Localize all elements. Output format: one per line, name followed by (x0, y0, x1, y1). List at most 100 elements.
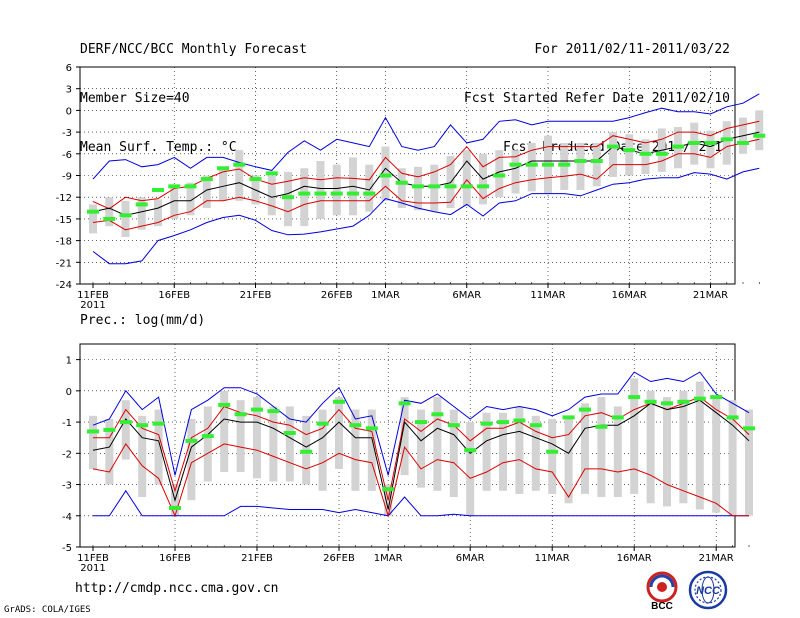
ensemble-box (663, 397, 671, 507)
ensemble-box (433, 397, 442, 491)
y-tick-label: -2 (62, 449, 72, 460)
ensemble-box (316, 161, 325, 219)
ensemble-box (646, 390, 655, 504)
ensemble-box (515, 406, 524, 494)
obs-marker (460, 184, 473, 189)
x-tick-label: 11FEB (77, 553, 109, 564)
obs-marker (169, 505, 181, 510)
y-tick-label: -24 (56, 280, 72, 291)
obs-marker (267, 409, 280, 414)
obs-marker (283, 431, 296, 436)
obs-marker (590, 159, 603, 164)
source-url[interactable]: http://cmdp.ncc.cma.gov.cn (75, 581, 279, 596)
obs-marker (330, 191, 343, 196)
ensemble-box (527, 142, 536, 192)
ensemble-box (332, 164, 341, 216)
ensemble-box (641, 139, 650, 175)
y-tick-label: 0 (66, 106, 72, 117)
obs-marker (480, 421, 493, 426)
obs-marker (493, 173, 506, 178)
y-tick-label: 6 (66, 63, 72, 74)
ensemble-box (466, 422, 475, 516)
obs-marker (525, 162, 538, 167)
obs-marker (672, 144, 684, 149)
obs-marker (628, 395, 641, 400)
ensemble-box (138, 415, 147, 498)
obs-marker (464, 448, 477, 453)
obs-marker (200, 177, 213, 182)
obs-marker (135, 202, 148, 207)
obs-marker (661, 401, 673, 406)
x-tick-label: 16MAR (617, 553, 652, 564)
obs-marker (447, 423, 460, 428)
obs-marker (720, 137, 733, 142)
x-tick-sublabel: 2011 (80, 563, 105, 574)
obs-marker (529, 423, 542, 428)
obs-marker (395, 180, 408, 185)
y-tick-label: -3 (62, 128, 72, 139)
ensemble-box (755, 110, 764, 151)
bcc-logo-text: BCC (651, 601, 673, 610)
obs-marker (379, 173, 392, 178)
ensemble-box (154, 199, 162, 227)
series-p90-line (93, 396, 750, 501)
x-tick-label: 11MAR (535, 553, 570, 564)
series-mean-line (92, 399, 750, 510)
ensemble-box (203, 406, 212, 482)
ensemble-box (137, 197, 146, 230)
obs-marker (265, 171, 278, 176)
obs-marker (152, 187, 164, 192)
y-tick-label: 0 (66, 387, 72, 398)
forecast-period: For 2011/02/11-2011/03/22 (534, 42, 730, 57)
obs-marker (316, 421, 329, 426)
x-tick-label: 21FEB (241, 553, 273, 564)
ensemble-box (597, 397, 606, 498)
ensemble-box (576, 142, 585, 190)
y-tick-label: -9 (62, 172, 72, 183)
obs-marker (347, 191, 359, 196)
ensemble-box (220, 390, 229, 473)
obs-marker (595, 424, 608, 429)
obs-marker (365, 426, 378, 431)
obs-marker (363, 191, 376, 196)
obs-marker (611, 415, 624, 420)
obs-marker (693, 396, 706, 401)
prec-panel-title: Prec.: log(mm/d) (80, 313, 205, 328)
obs-marker (574, 159, 587, 164)
y-tick-label: -15 (56, 215, 72, 226)
obs-marker (87, 429, 99, 434)
obs-marker (234, 412, 247, 417)
ensemble-box (105, 418, 114, 485)
ensemble-box (186, 182, 195, 216)
obs-marker (184, 184, 197, 189)
ensemble-box (267, 175, 276, 216)
ensemble-box (400, 397, 409, 476)
series-max-line (92, 167, 760, 265)
obs-marker (412, 184, 424, 189)
obs-marker (428, 184, 441, 189)
ensemble-box (630, 378, 639, 494)
series-p10-line (92, 138, 760, 231)
ensemble-box (121, 200, 130, 237)
ensemble-box (202, 175, 211, 209)
series-max-line (92, 371, 750, 476)
x-tick-label: 6MAR (452, 290, 481, 301)
y-tick-label: -4 (62, 512, 72, 523)
obs-marker (542, 162, 554, 167)
x-tick-label: 1MAR (374, 553, 403, 564)
ensemble-box (462, 150, 471, 206)
obs-marker (136, 423, 149, 428)
x-tick-label: 16MAR (612, 290, 647, 301)
obs-marker (726, 415, 739, 420)
variable-label: Mean Surf. Temp.: °C (80, 140, 237, 155)
obs-marker (103, 427, 116, 432)
obs-marker (623, 148, 636, 153)
ensemble-box (482, 412, 491, 491)
ensemble-box (548, 418, 557, 494)
obs-marker (677, 399, 690, 404)
x-tick-label: 1MAR (371, 290, 400, 301)
obs-marker (743, 426, 755, 431)
obs-marker (431, 412, 444, 417)
ensemble-box (367, 409, 376, 491)
